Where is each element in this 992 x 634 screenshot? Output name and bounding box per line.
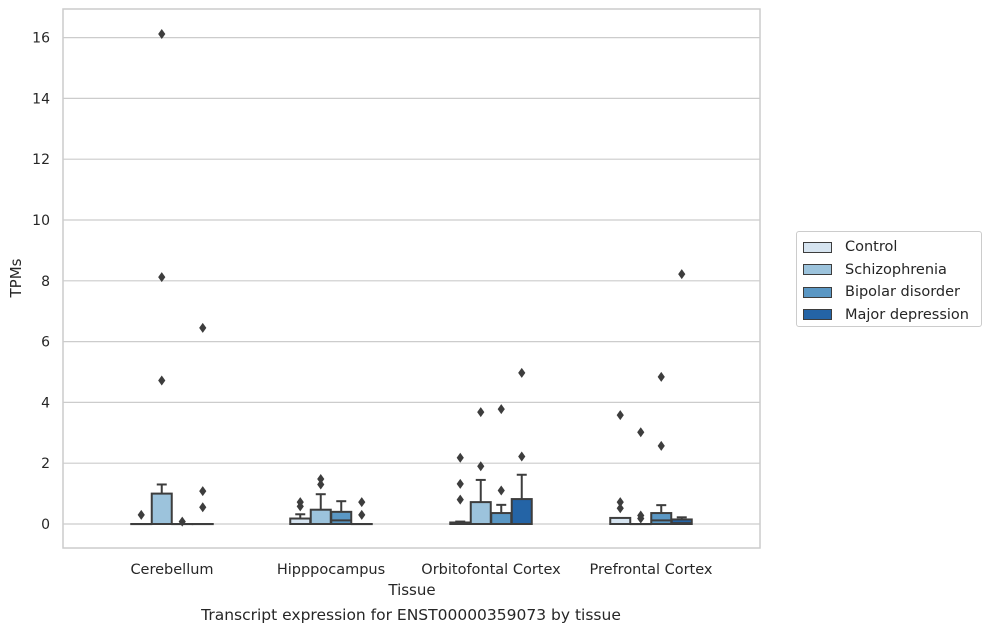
- legend-item-schizophrenia: Schizophrenia: [803, 259, 981, 282]
- outlier-point: [518, 367, 526, 378]
- outlier-point: [199, 322, 207, 333]
- legend: Control Schizophrenia Bipolar disorder M…: [796, 231, 982, 327]
- legend-label: Bipolar disorder: [845, 284, 960, 301]
- legend-swatch-bipolar-disorder: [803, 286, 832, 298]
- legend-label: Major depression: [845, 306, 969, 323]
- legend-item-major-depression: Major depression: [803, 304, 981, 327]
- outlier-point: [497, 485, 505, 496]
- outlier-point: [199, 502, 207, 513]
- outlier-point: [158, 28, 166, 39]
- chart-caption: Transcript expression for ENST0000035907…: [201, 606, 621, 624]
- y-tick-label: 6: [41, 335, 50, 351]
- y-tick-label: 12: [32, 152, 50, 168]
- outlier-point: [158, 272, 166, 283]
- y-tick-label: 0: [41, 517, 50, 533]
- box: [469, 501, 492, 525]
- box: [650, 512, 673, 526]
- outlier-point: [317, 479, 325, 490]
- legend-item-control: Control: [803, 236, 981, 259]
- box: [150, 492, 173, 526]
- y-tick-label: 4: [41, 395, 50, 411]
- outlier-point: [477, 461, 485, 472]
- box: [330, 510, 353, 525]
- outlier-point: [456, 478, 464, 489]
- outlier-point: [657, 440, 665, 451]
- outlier-point: [637, 427, 645, 438]
- y-tick-label: 2: [41, 456, 50, 472]
- outlier-point: [456, 452, 464, 463]
- box: [510, 498, 533, 525]
- y-axis-ticks: 0 2 4 6 8 10 12 14 16: [32, 31, 50, 533]
- x-tick-label: Hipppocampus: [277, 562, 385, 578]
- y-tick-label: 14: [32, 91, 50, 107]
- x-tick-label: Cerebellum: [130, 562, 213, 578]
- box: [490, 512, 513, 526]
- legend-label: Control: [845, 239, 898, 256]
- legend-swatch-control: [803, 241, 832, 253]
- plot-frame: [62, 8, 761, 549]
- outlier-point: [456, 494, 464, 505]
- outlier-point: [616, 497, 624, 508]
- y-tick-label: 16: [32, 31, 50, 47]
- y-tick-label: 8: [41, 274, 50, 290]
- outlier-point: [616, 410, 624, 421]
- legend-swatch-schizophrenia: [803, 264, 832, 276]
- y-tick-label: 10: [32, 213, 50, 229]
- outlier-point: [199, 486, 207, 497]
- gridlines: [63, 36, 760, 525]
- outlier-point: [296, 497, 304, 508]
- outlier-point: [358, 509, 366, 520]
- legend-label: Schizophrenia: [845, 261, 947, 278]
- box: [309, 508, 332, 526]
- legend-item-bipolar-disorder: Bipolar disorder: [803, 281, 981, 304]
- outlier-point: [178, 516, 186, 527]
- x-axis-label: Tissue: [387, 581, 435, 599]
- outlier-point: [518, 451, 526, 462]
- outlier-point: [497, 404, 505, 415]
- outlier-point: [477, 407, 485, 418]
- box-plot-marks: [130, 28, 693, 527]
- y-axis-label: TPMs: [7, 258, 25, 298]
- outlier-point: [637, 510, 645, 521]
- outlier-point: [158, 375, 166, 386]
- x-tick-label: Prefrontal Cortex: [590, 562, 713, 578]
- outlier-point: [657, 371, 665, 382]
- x-tick-label: Orbitofontal Cortex: [421, 562, 561, 578]
- legend-swatch-major-depression: [803, 309, 832, 321]
- x-axis-ticks: Cerebellum Hipppocampus Orbitofontal Corte…: [130, 562, 712, 578]
- outlier-point: [358, 497, 366, 508]
- outlier-point: [317, 474, 325, 485]
- outlier-point: [678, 269, 686, 280]
- outlier-point: [137, 509, 145, 520]
- outlier-point: [616, 503, 624, 514]
